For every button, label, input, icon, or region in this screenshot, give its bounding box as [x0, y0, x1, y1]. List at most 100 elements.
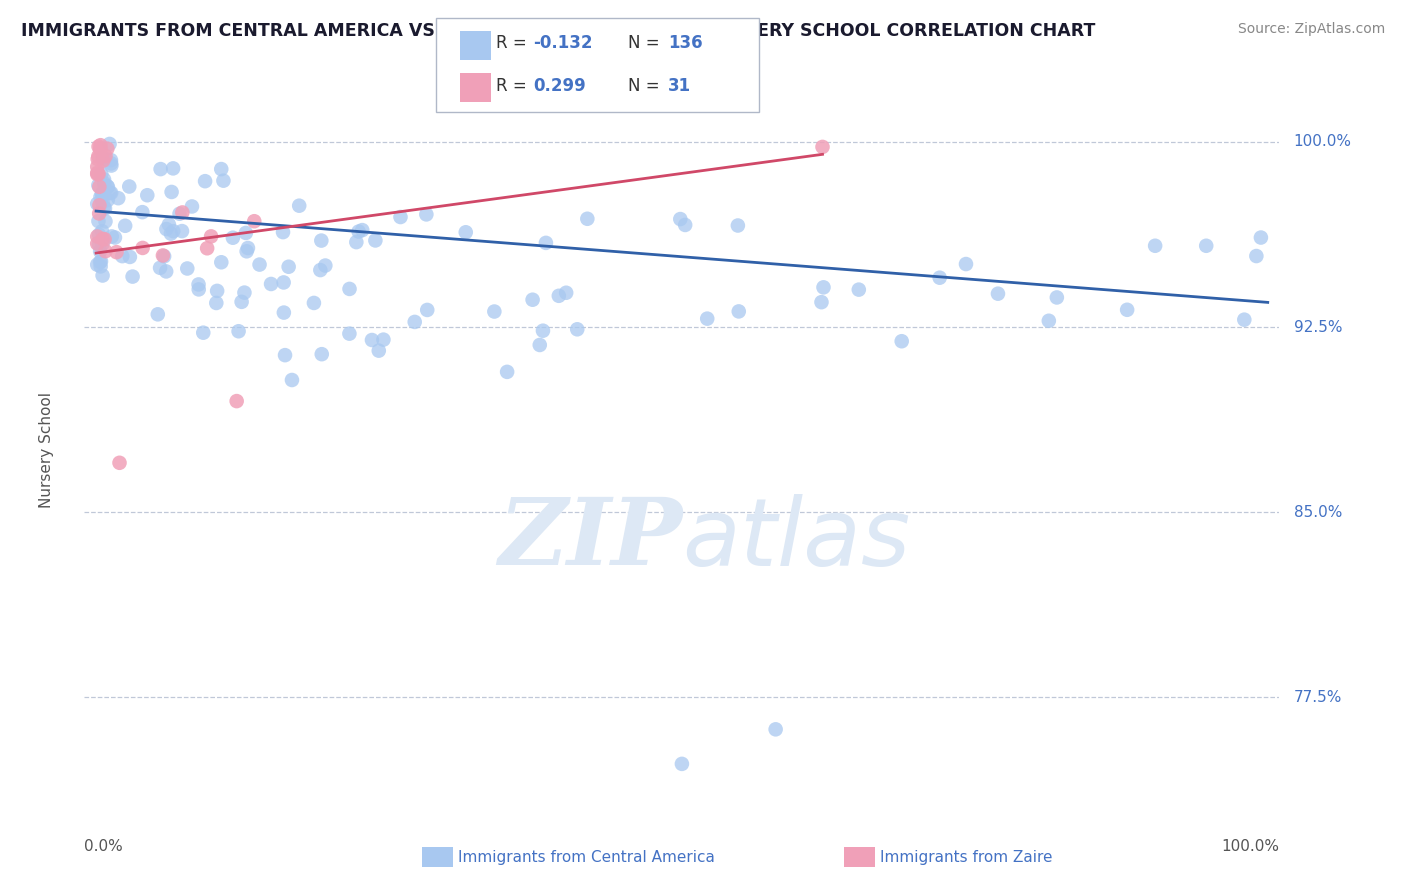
Point — [89, 206, 111, 220]
Point — [93, 200, 115, 214]
Point — [89, 179, 111, 194]
Point — [529, 338, 551, 352]
Point — [1250, 230, 1272, 244]
Point — [86, 258, 108, 272]
Point — [222, 231, 245, 245]
Point — [727, 219, 749, 233]
Text: 0.299: 0.299 — [533, 77, 586, 95]
Point — [157, 218, 180, 232]
Point — [91, 236, 114, 251]
Point — [200, 229, 222, 244]
Point — [90, 187, 112, 202]
Text: 85.0%: 85.0% — [1294, 505, 1343, 520]
Point — [225, 394, 247, 409]
Point — [93, 176, 115, 190]
Point — [1246, 249, 1268, 263]
Point — [810, 295, 832, 310]
Point — [344, 235, 367, 249]
Point — [669, 212, 692, 227]
Point — [89, 138, 111, 153]
Point — [209, 255, 232, 269]
Text: Nursery School: Nursery School — [39, 392, 55, 508]
Point — [91, 186, 114, 200]
Point — [277, 260, 299, 274]
Point — [547, 289, 569, 303]
Point — [153, 249, 176, 263]
Point — [1046, 290, 1069, 304]
Point — [209, 162, 232, 177]
Point — [94, 244, 117, 259]
Point — [404, 315, 426, 329]
Point — [890, 334, 912, 349]
Point — [100, 159, 122, 173]
Point — [91, 232, 114, 246]
Text: R =: R = — [496, 77, 533, 95]
Point — [671, 756, 693, 771]
Point — [91, 268, 114, 283]
Point — [311, 234, 333, 248]
Text: 100.0%: 100.0% — [1294, 135, 1351, 150]
Point — [555, 285, 578, 300]
Point — [567, 322, 589, 336]
Point — [531, 324, 554, 338]
Point — [90, 260, 112, 274]
Point — [162, 161, 184, 176]
Point — [114, 219, 136, 233]
Point — [160, 185, 183, 199]
Point — [91, 153, 114, 168]
Point — [155, 264, 177, 278]
Point — [96, 142, 118, 156]
Point — [100, 229, 122, 244]
Point — [522, 293, 544, 307]
Point — [146, 307, 169, 321]
Text: atlas: atlas — [682, 494, 910, 585]
Point — [288, 199, 311, 213]
Point — [273, 276, 295, 290]
Point — [94, 214, 117, 228]
Point — [118, 179, 141, 194]
Text: Immigrants from Zaire: Immigrants from Zaire — [880, 850, 1053, 864]
Point — [271, 225, 294, 239]
Point — [231, 294, 253, 309]
Point — [121, 269, 143, 284]
Point — [187, 277, 209, 292]
Text: R =: R = — [496, 35, 533, 53]
Text: -0.132: -0.132 — [533, 35, 592, 53]
Point — [212, 174, 235, 188]
Point — [86, 229, 108, 244]
Point — [91, 195, 114, 210]
Point — [1144, 239, 1167, 253]
Point — [89, 142, 111, 156]
Point — [496, 365, 519, 379]
Point — [195, 241, 218, 255]
Point — [176, 261, 198, 276]
Point — [811, 140, 834, 154]
Point — [89, 190, 111, 204]
Point — [848, 283, 870, 297]
Point — [97, 179, 120, 194]
Point — [105, 245, 128, 260]
Point — [94, 149, 117, 163]
Point — [309, 263, 332, 277]
Point — [928, 270, 950, 285]
Point — [416, 302, 439, 317]
Point — [311, 347, 333, 361]
Point — [100, 156, 122, 170]
Point — [260, 277, 283, 291]
Point — [367, 343, 389, 358]
Point — [169, 207, 191, 221]
Point — [1195, 239, 1218, 253]
Text: 92.5%: 92.5% — [1294, 319, 1343, 334]
Text: Immigrants from Central America: Immigrants from Central America — [458, 850, 716, 864]
Text: 0.0%: 0.0% — [84, 839, 124, 855]
Point — [96, 179, 118, 194]
Point — [131, 205, 153, 219]
Point — [98, 136, 121, 151]
Point — [172, 205, 194, 219]
Point — [86, 236, 108, 251]
Text: 31: 31 — [668, 77, 690, 95]
Point — [93, 172, 115, 186]
Point — [89, 198, 111, 212]
Point — [1116, 302, 1139, 317]
Point — [236, 241, 259, 255]
